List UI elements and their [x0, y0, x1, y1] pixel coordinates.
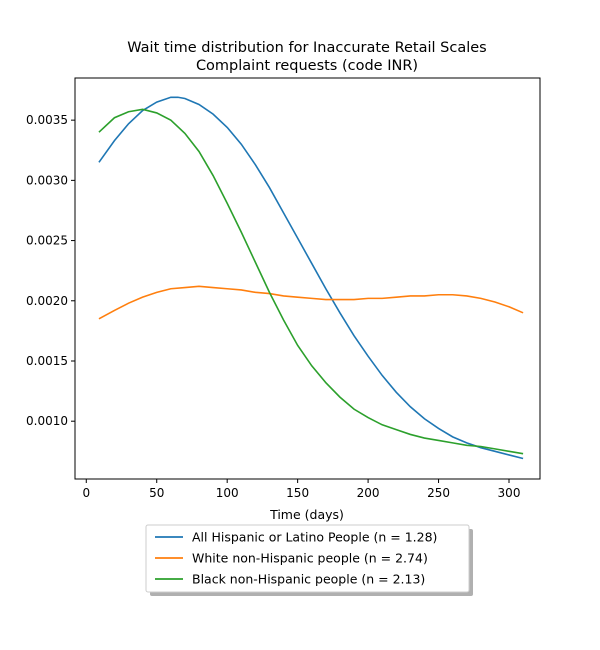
x-tick-label: 250 [427, 486, 450, 500]
series-line-2 [98, 285, 524, 320]
x-axis-label: Time (days) [269, 507, 344, 522]
y-tick-label: 0.0025 [26, 234, 68, 248]
x-tick-label: 100 [216, 486, 239, 500]
legend: All Hispanic or Latino People (n = 1.28)… [145, 524, 473, 596]
x-axis: 0 50 100 150 200 250 300 [82, 479, 520, 500]
y-axis: 0.0010 0.0015 0.0020 0.0025 0.0030 0.0035 [26, 113, 75, 428]
series-line-1 [98, 96, 524, 460]
x-tick-label: 200 [357, 486, 380, 500]
chart-title-line-1: Wait time distribution for Inaccurate Re… [127, 40, 486, 56]
x-tick-label: 300 [498, 486, 521, 500]
legend-label-3: Black non-Hispanic people (n = 2.13) [192, 572, 425, 587]
chart-title-line-2: Complaint requests (code INR) [196, 58, 418, 74]
x-tick-label: 50 [149, 486, 164, 500]
y-tick-label: 0.0010 [26, 414, 68, 428]
x-tick-label: 0 [82, 486, 90, 500]
series-line-3 [98, 108, 524, 455]
x-tick-label: 150 [286, 486, 309, 500]
plot-area [98, 96, 524, 460]
legend-label-2: White non-Hispanic people (n = 2.74) [192, 551, 428, 566]
y-tick-label: 0.0035 [26, 113, 68, 127]
plot-frame [74, 77, 541, 480]
legend-label-1: All Hispanic or Latino People (n = 1.28) [192, 530, 437, 545]
y-tick-label: 0.0020 [26, 294, 68, 308]
y-tick-label: 0.0015 [26, 354, 68, 368]
y-tick-label: 0.0030 [26, 173, 68, 187]
